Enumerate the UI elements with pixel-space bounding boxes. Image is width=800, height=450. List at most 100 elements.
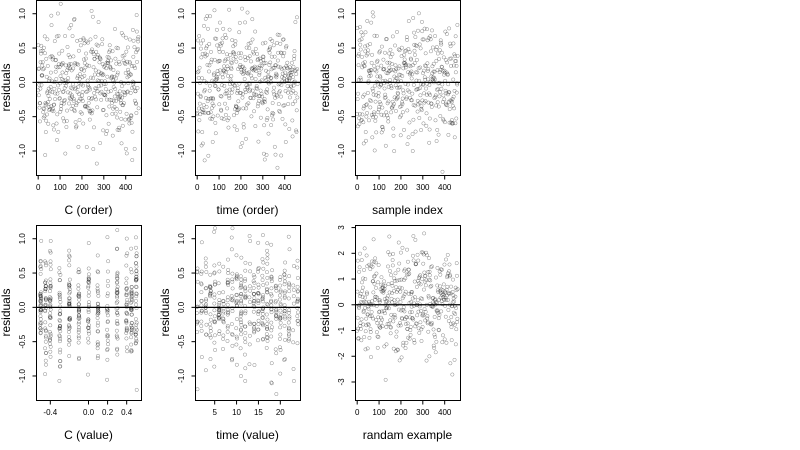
data-point (226, 116, 231, 121)
data-point (121, 33, 126, 38)
data-point (83, 65, 88, 70)
data-point (416, 102, 421, 107)
data-point (380, 105, 385, 110)
data-point (235, 91, 240, 95)
data-point (67, 317, 72, 322)
data-point (217, 315, 222, 320)
data-point (451, 121, 455, 126)
data-point (267, 74, 272, 79)
data-point (434, 139, 439, 143)
data-point (124, 151, 129, 156)
data-point (281, 54, 286, 59)
data-point (223, 112, 228, 117)
data-point (430, 45, 435, 50)
data-point (45, 89, 50, 94)
y-tick-label: 0.5 (337, 42, 346, 54)
data-point (405, 88, 410, 93)
data-point (238, 56, 243, 61)
y-tick-label: -1.0 (18, 144, 27, 158)
data-point (278, 320, 283, 325)
data-point (399, 104, 404, 109)
data-point (287, 326, 292, 331)
data-point (39, 321, 44, 326)
data-point (409, 76, 414, 81)
data-point (358, 323, 363, 328)
data-point (394, 97, 399, 102)
data-point (247, 320, 252, 325)
data-point (436, 327, 441, 332)
data-point (382, 67, 387, 71)
data-point (435, 266, 440, 270)
data-point (284, 64, 289, 69)
data-point (76, 267, 81, 272)
data-point (292, 57, 297, 61)
data-point (70, 34, 75, 39)
data-point (133, 332, 138, 337)
data-point (55, 138, 59, 142)
data-point (406, 47, 411, 52)
data-point (129, 295, 134, 300)
data-point (245, 10, 250, 15)
data-point (197, 101, 202, 106)
data-point (41, 67, 45, 72)
data-point (453, 303, 457, 308)
data-point (58, 299, 63, 304)
data-point (291, 89, 296, 93)
data-point (90, 14, 95, 19)
data-point (124, 302, 129, 307)
data-point (418, 309, 423, 313)
data-point (128, 72, 133, 77)
data-point (57, 51, 62, 56)
data-point (360, 295, 365, 299)
data-point (96, 354, 100, 358)
data-point (67, 283, 72, 288)
data-point (67, 26, 72, 31)
data-point (97, 60, 102, 65)
data-point (199, 308, 204, 313)
data-point (101, 72, 106, 77)
data-point (283, 70, 288, 75)
data-point (263, 61, 268, 65)
data-point (243, 286, 247, 291)
data-point (408, 56, 413, 61)
data-point (79, 96, 84, 101)
data-point (450, 103, 455, 108)
data-point (238, 294, 243, 298)
data-point (295, 306, 300, 311)
data-point (397, 261, 402, 266)
data-point (57, 364, 62, 369)
data-point (444, 102, 449, 107)
data-point (373, 294, 378, 299)
data-point (371, 14, 376, 19)
data-point (114, 45, 119, 50)
data-point (282, 309, 287, 314)
data-point (219, 107, 223, 112)
data-point (247, 299, 252, 304)
data-point (59, 101, 64, 106)
data-point (277, 293, 282, 298)
data-point (265, 107, 270, 112)
data-point (237, 106, 241, 111)
data-point (361, 120, 366, 125)
data-point (253, 29, 258, 34)
data-point (76, 302, 81, 307)
data-point (269, 242, 274, 247)
data-point (295, 289, 300, 294)
data-point (127, 37, 132, 42)
data-point (225, 281, 230, 286)
data-point (88, 75, 93, 80)
data-point (228, 77, 233, 82)
data-point (427, 127, 432, 132)
data-point (48, 281, 53, 285)
data-point (289, 84, 294, 89)
data-point (403, 63, 408, 68)
data-point (110, 133, 115, 138)
data-point (86, 317, 91, 322)
panel-1: 0 100 200 300 400-1.0-0.50.00.51.0C (order)r… (0, 0, 142, 217)
data-point (231, 44, 236, 49)
data-point (388, 331, 393, 336)
data-point (114, 290, 119, 295)
data-point (444, 32, 449, 36)
data-point (134, 320, 139, 325)
data-point (77, 270, 82, 274)
